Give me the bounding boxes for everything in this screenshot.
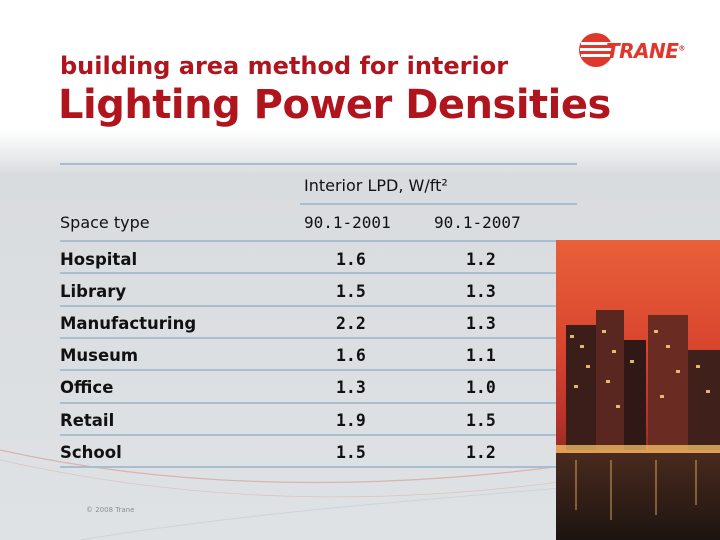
trane-logo: TRANE® — [578, 28, 688, 72]
table-row-label: Retail — [60, 411, 115, 430]
slide-subtitle: building area method for interior — [60, 52, 509, 80]
row-divider — [60, 434, 577, 436]
table-cell-2001: 2.2 — [336, 314, 366, 333]
table-row-label: Manufacturing — [60, 314, 197, 333]
row-divider — [60, 305, 577, 307]
trane-logo-text: TRANE® — [606, 39, 685, 63]
table-row-label: Library — [60, 282, 127, 301]
row-divider — [60, 337, 577, 339]
row-divider — [60, 402, 577, 404]
column-header-2007: 90.1-2007 — [434, 213, 521, 232]
table-cell-2007: 1.1 — [466, 346, 496, 365]
table-row-label: Museum — [60, 346, 139, 365]
row-divider — [60, 272, 577, 274]
column-header-2001: 90.1-2001 — [304, 213, 391, 232]
table-cell-2007: 1.0 — [466, 378, 496, 397]
group-header-rule — [300, 203, 577, 205]
slide-title: Lighting Power Densities — [58, 82, 611, 128]
table-cell-2001: 1.3 — [336, 378, 366, 397]
group-header: Interior LPD, W/ft² — [304, 176, 448, 195]
trane-logo-mark-icon — [579, 33, 613, 67]
table-cell-2001: 1.5 — [336, 282, 366, 301]
table-cell-2001: 1.9 — [336, 411, 366, 430]
row-divider — [60, 466, 577, 468]
table-cell-2007: 1.3 — [466, 282, 496, 301]
city-skyline-image — [556, 240, 720, 540]
table-row-label: Office — [60, 378, 114, 397]
row-divider — [60, 369, 577, 371]
table-cell-2007: 1.5 — [466, 411, 496, 430]
table-cell-2001: 1.5 — [336, 443, 366, 462]
header-bottom-rule — [60, 240, 577, 242]
table-cell-2007: 1.2 — [466, 250, 496, 269]
table-cell-2001: 1.6 — [336, 346, 366, 365]
table-row-label: Hospital — [60, 250, 138, 269]
city-skyline-photo — [556, 240, 720, 540]
table-cell-2007: 1.2 — [466, 443, 496, 462]
copyright-notice: © 2008 Trane — [86, 506, 135, 514]
table-cell-2007: 1.3 — [466, 314, 496, 333]
table-cell-2001: 1.6 — [336, 250, 366, 269]
table-row-label: School — [60, 443, 122, 462]
table-top-rule — [60, 163, 577, 165]
column-header-space-type: Space type — [60, 213, 150, 232]
